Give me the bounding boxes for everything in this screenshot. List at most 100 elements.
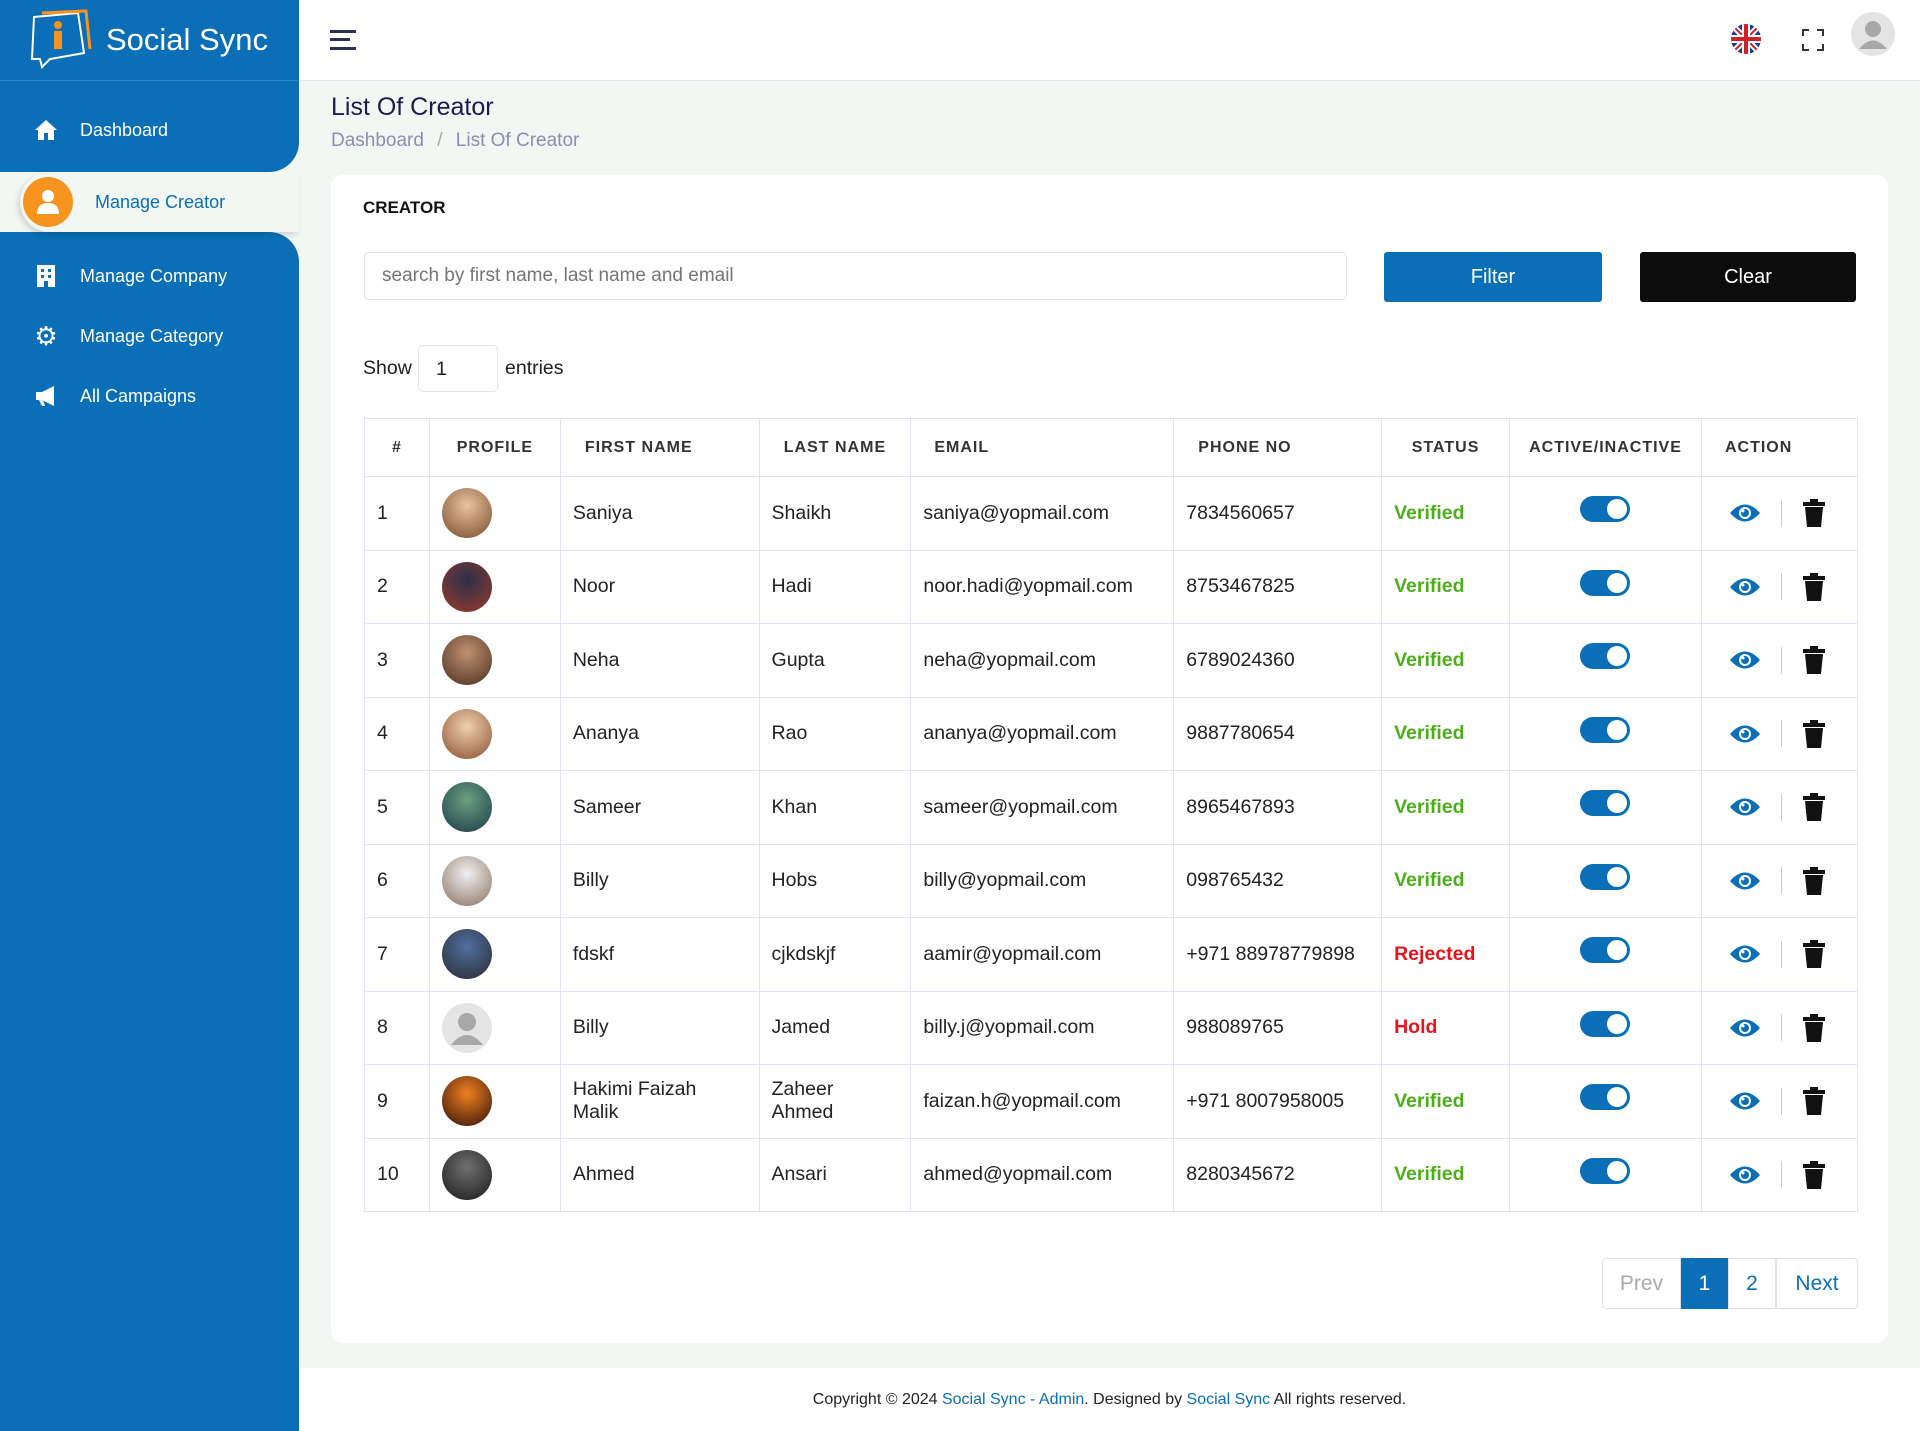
breadcrumb-current: List Of Creator [455, 130, 580, 151]
sidebar-item-label: Manage Company [80, 265, 228, 286]
pagination-page-1[interactable]: 1 [1681, 1258, 1728, 1309]
email: neha@yopmail.com [910, 623, 1175, 698]
profile-avatar[interactable] [441, 1149, 492, 1200]
status-badge: Verified [1381, 696, 1511, 771]
user-avatar-icon[interactable] [1851, 12, 1895, 56]
active-toggle[interactable] [1580, 496, 1631, 523]
view-eye-icon[interactable] [1729, 502, 1761, 524]
delete-trash-icon[interactable] [1802, 499, 1826, 528]
action-divider [1780, 867, 1782, 895]
sidebar-item-manage-category[interactable]: ⚙ Manage Category [0, 306, 299, 366]
gear-icon: ⚙ [34, 320, 58, 351]
first-name: Ahmed [559, 1137, 760, 1212]
delete-trash-icon[interactable] [1802, 1013, 1826, 1042]
active-toggle[interactable] [1580, 716, 1631, 743]
sidebar-item-all-campaigns[interactable]: All Campaigns [0, 366, 299, 426]
view-eye-icon[interactable] [1729, 576, 1761, 598]
action-cell [1700, 1137, 1859, 1212]
delete-trash-icon[interactable] [1802, 1087, 1826, 1116]
profile-avatar[interactable] [441, 488, 492, 539]
view-eye-icon[interactable] [1729, 1017, 1761, 1039]
phone: 8280345672 [1173, 1137, 1383, 1212]
delete-trash-icon[interactable] [1802, 1160, 1826, 1189]
sidebar-item-dashboard[interactable]: Dashboard [0, 100, 299, 160]
table-row: 10 Ahmed Ansari ahmed@yopmail.com 828034… [364, 1137, 1859, 1212]
profile-avatar[interactable] [441, 782, 492, 833]
logo[interactable]: Social Sync [0, 0, 299, 81]
view-eye-icon[interactable] [1729, 649, 1761, 671]
row-index: 9 [364, 1064, 430, 1139]
phone: 8753467825 [1173, 549, 1383, 624]
view-eye-icon[interactable] [1729, 943, 1761, 965]
profile-avatar[interactable] [441, 1002, 492, 1053]
view-eye-icon[interactable] [1729, 870, 1761, 892]
active-toggle[interactable] [1580, 1084, 1631, 1111]
creator-table: # PROFILE FIRST NAME LAST NAME EMAIL PHONE NO… [364, 418, 1859, 1212]
clear-button[interactable]: Clear [1640, 252, 1856, 302]
last-name: Jamed [758, 990, 912, 1065]
last-name: Hobs [758, 843, 912, 918]
footer-brand-link[interactable]: Social Sync [1186, 1391, 1271, 1408]
profile-avatar[interactable] [441, 635, 492, 686]
active-toggle[interactable] [1580, 1157, 1631, 1184]
breadcrumb-dashboard[interactable]: Dashboard [331, 130, 424, 151]
filter-button[interactable]: Filter [1384, 252, 1602, 302]
row-index: 4 [364, 696, 430, 771]
active-cell [1509, 1137, 1702, 1212]
delete-trash-icon[interactable] [1802, 646, 1826, 675]
action-divider [1780, 1014, 1782, 1042]
profile-cell [428, 770, 561, 845]
profile-cell [428, 623, 561, 698]
active-cell [1509, 476, 1702, 551]
table-row: 7 fdskf cjkdskjf aamir@yopmail.com +971 … [364, 917, 1859, 992]
active-toggle[interactable] [1580, 790, 1631, 817]
status-badge: Verified [1381, 1137, 1511, 1212]
delete-trash-icon[interactable] [1802, 719, 1826, 748]
first-name: Neha [559, 623, 760, 698]
row-index: 5 [364, 770, 430, 845]
view-eye-icon[interactable] [1729, 796, 1761, 818]
status-badge: Rejected [1381, 917, 1511, 992]
pagination-page-2[interactable]: 2 [1728, 1258, 1776, 1309]
profile-cell [428, 696, 561, 771]
footer-admin-link[interactable]: Social Sync - Admin [941, 1391, 1085, 1408]
action-cell [1700, 476, 1859, 551]
row-index: 2 [364, 549, 430, 624]
profile-cell [428, 549, 561, 624]
entries-input[interactable]: 1 [418, 345, 498, 392]
pagination-prev[interactable]: Prev [1602, 1258, 1681, 1309]
action-cell [1700, 843, 1859, 918]
entries-label: entries [505, 357, 564, 379]
last-name: Shaikh [758, 476, 912, 551]
email: noor.hadi@yopmail.com [910, 549, 1175, 624]
delete-trash-icon[interactable] [1802, 940, 1826, 969]
profile-avatar[interactable] [441, 855, 492, 906]
sidebar-item-manage-company[interactable]: Manage Company [0, 246, 299, 306]
delete-trash-icon[interactable] [1802, 572, 1826, 601]
active-toggle[interactable] [1580, 569, 1631, 596]
fullscreen-icon[interactable] [1802, 29, 1824, 51]
active-toggle[interactable] [1580, 643, 1631, 670]
active-toggle[interactable] [1580, 863, 1631, 890]
active-toggle[interactable] [1580, 937, 1631, 964]
profile-avatar[interactable] [441, 708, 492, 759]
uk-flag-icon[interactable] [1730, 23, 1762, 55]
view-eye-icon[interactable] [1729, 1164, 1761, 1186]
profile-avatar[interactable] [441, 561, 492, 612]
profile-avatar[interactable] [441, 1076, 492, 1127]
view-eye-icon[interactable] [1729, 723, 1761, 745]
active-toggle[interactable] [1580, 1010, 1631, 1037]
pagination-next[interactable]: Next [1776, 1258, 1858, 1309]
last-name: Hadi [758, 549, 912, 624]
delete-trash-icon[interactable] [1802, 793, 1826, 822]
action-divider [1780, 1087, 1782, 1115]
first-name: Saniya [559, 476, 760, 551]
sidebar-item-manage-creator[interactable]: Manage Creator [20, 172, 299, 232]
column-header: ACTION [1700, 418, 1859, 477]
profile-avatar[interactable] [441, 929, 492, 980]
search-input[interactable] [364, 252, 1347, 300]
hamburger-menu-icon[interactable] [330, 30, 356, 50]
delete-trash-icon[interactable] [1802, 866, 1826, 895]
view-eye-icon[interactable] [1729, 1090, 1761, 1112]
footer-text: Copyright © 2024 [812, 1391, 942, 1408]
